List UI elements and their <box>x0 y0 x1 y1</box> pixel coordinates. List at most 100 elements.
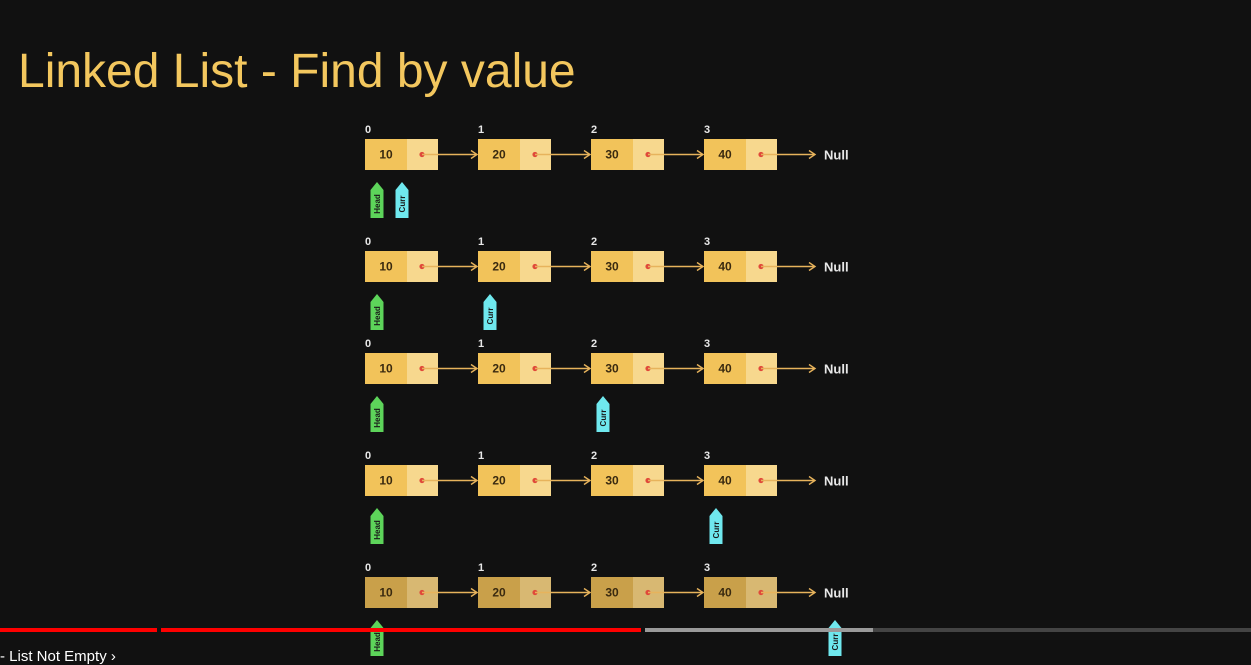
head-marker-label: Head <box>373 520 382 540</box>
node-value: 40 <box>718 586 732 600</box>
node-index: 1 <box>478 124 484 136</box>
chevron-right-icon: › <box>110 648 116 665</box>
next-arrow-head <box>583 261 592 272</box>
node-value-box <box>704 577 746 608</box>
null-label: Null <box>824 362 849 377</box>
slide-title: Linked List - Find by value <box>18 45 576 98</box>
node-value-box <box>478 139 520 170</box>
next-arrow-head <box>696 475 705 486</box>
node-index: 0 <box>365 338 371 350</box>
node-value: 10 <box>379 148 393 162</box>
head-marker-label: Head <box>373 306 382 326</box>
curr-marker-shape <box>483 294 497 330</box>
curr-marker-label: Curr <box>831 634 840 651</box>
head-marker-shape <box>370 508 384 544</box>
node-value: 30 <box>605 148 619 162</box>
node-value: 30 <box>605 362 619 376</box>
head-marker-shape <box>370 396 384 432</box>
curr-marker-label: Curr <box>486 308 495 325</box>
node-index: 2 <box>591 450 597 462</box>
curr-marker: Curr <box>596 396 610 432</box>
node-index: 0 <box>365 124 371 136</box>
next-arrow-head <box>696 261 705 272</box>
node-value: 20 <box>492 474 506 488</box>
chapter-label: - List Not Empty <box>0 648 107 665</box>
node-value-box <box>704 251 746 282</box>
node-value: 20 <box>492 148 506 162</box>
node-value-box <box>591 139 633 170</box>
head-marker: Head <box>370 182 384 218</box>
node-index: 1 <box>478 450 484 462</box>
node-value-box <box>704 139 746 170</box>
curr-marker: Curr <box>828 620 842 656</box>
head-marker: Head <box>370 396 384 432</box>
head-marker-label: Head <box>373 632 382 652</box>
next-arrow-head <box>808 587 817 598</box>
head-marker-shape <box>370 294 384 330</box>
head-marker-label: Head <box>373 194 382 214</box>
next-arrow-head <box>696 149 705 160</box>
list-row: 0 10 1 20 2 30 3 40 Null Head Curr <box>365 124 849 218</box>
list-row: 0 10 1 20 2 30 3 40 Null Head Curr <box>365 236 849 330</box>
progress-buffered[interactable] <box>645 628 873 632</box>
curr-marker-label: Curr <box>712 522 721 539</box>
node-value: 40 <box>718 148 732 162</box>
progress-played-1[interactable] <box>0 628 157 632</box>
node-index: 1 <box>478 236 484 248</box>
node-value: 40 <box>718 362 732 376</box>
curr-marker-label: Curr <box>599 410 608 427</box>
next-arrow-head <box>583 149 592 160</box>
node-index: 3 <box>704 236 710 248</box>
node-index: 2 <box>591 562 597 574</box>
node-index: 2 <box>591 124 597 136</box>
node-index: 0 <box>365 450 371 462</box>
node-index: 3 <box>704 124 710 136</box>
node-value-box <box>591 251 633 282</box>
curr-marker-shape <box>395 182 409 218</box>
node-value: 30 <box>605 586 619 600</box>
node-value-box <box>591 465 633 496</box>
progress-played-2[interactable] <box>161 628 641 632</box>
node-value: 30 <box>605 260 619 274</box>
node-value: 20 <box>492 260 506 274</box>
node-value: 20 <box>492 586 506 600</box>
next-arrow-head <box>470 363 479 374</box>
next-arrow-head <box>470 149 479 160</box>
list-row: 0 10 1 20 2 30 3 40 Null Head Curr <box>365 562 849 656</box>
curr-marker: Curr <box>483 294 497 330</box>
node-value: 40 <box>718 260 732 274</box>
curr-marker-shape <box>596 396 610 432</box>
node-index: 2 <box>591 338 597 350</box>
list-row: 0 10 1 20 2 30 3 40 Null Head Curr <box>365 450 849 544</box>
curr-marker-shape <box>709 508 723 544</box>
null-label: Null <box>824 260 849 275</box>
list-row: 0 10 1 20 2 30 3 40 Null Head Curr <box>365 338 849 432</box>
node-value: 40 <box>718 474 732 488</box>
node-value-box <box>591 577 633 608</box>
node-value: 10 <box>379 362 393 376</box>
head-marker-label: Head <box>373 408 382 428</box>
head-marker: Head <box>370 508 384 544</box>
chapter-title-button[interactable]: - List Not Empty › <box>0 648 116 665</box>
curr-marker: Curr <box>395 182 409 218</box>
head-marker-shape <box>370 182 384 218</box>
null-label: Null <box>824 474 849 489</box>
node-value-box <box>704 353 746 384</box>
node-index: 2 <box>591 236 597 248</box>
next-arrow-head <box>583 587 592 598</box>
node-value: 10 <box>379 260 393 274</box>
node-index: 0 <box>365 236 371 248</box>
node-value: 10 <box>379 474 393 488</box>
node-value-box <box>365 577 407 608</box>
head-marker: Head <box>370 620 384 656</box>
next-arrow-head <box>470 261 479 272</box>
node-value-box <box>704 465 746 496</box>
next-arrow-head <box>470 587 479 598</box>
node-value-box <box>591 353 633 384</box>
node-value-box <box>365 353 407 384</box>
next-arrow-head <box>808 363 817 374</box>
next-arrow-head <box>808 149 817 160</box>
progress-remaining[interactable] <box>873 628 1251 632</box>
node-index: 3 <box>704 338 710 350</box>
node-value-box <box>478 577 520 608</box>
